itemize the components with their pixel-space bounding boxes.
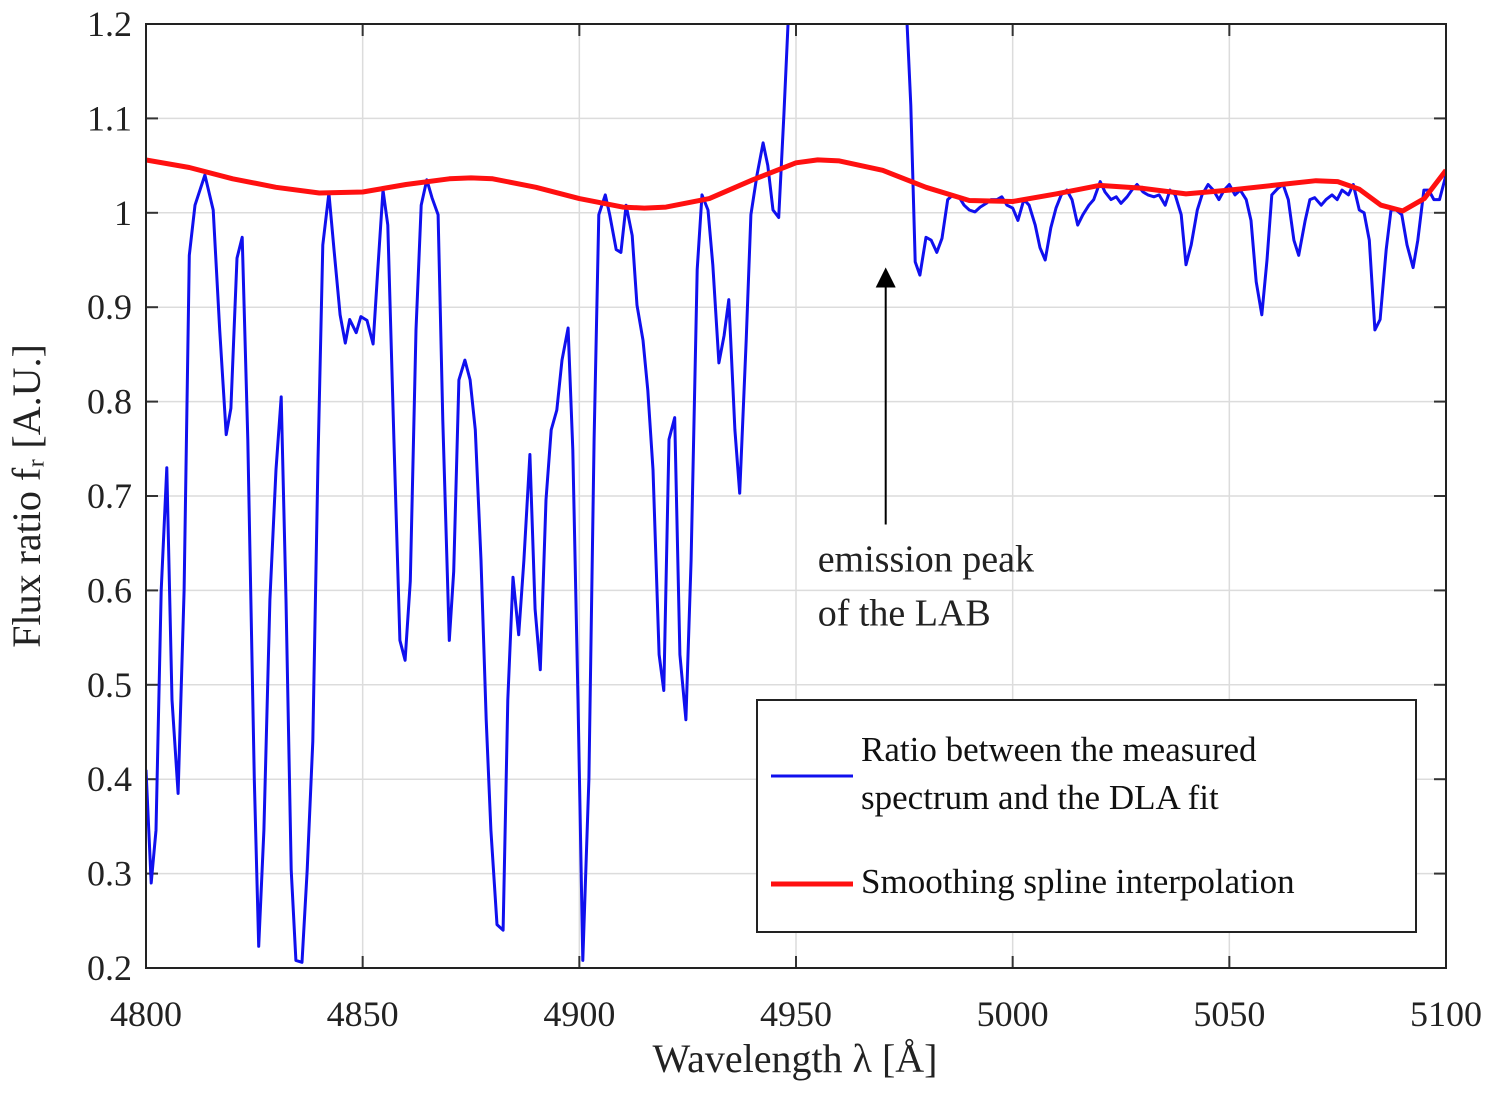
x-tick-label: 5100 (1410, 994, 1482, 1034)
annotation-text: of the LAB (818, 592, 991, 634)
y-tick-label: 0.8 (87, 382, 132, 422)
y-tick-label: 0.9 (87, 287, 132, 327)
x-tick-label: 4800 (110, 994, 182, 1034)
y-axis-label: Flux ratio fᵣ [A.U.] (4, 344, 49, 648)
x-tick-label: 5000 (977, 994, 1049, 1034)
y-tick-label: 0.2 (87, 948, 132, 988)
y-tick-label: 1.1 (87, 98, 132, 138)
y-tick-label: 0.3 (87, 854, 132, 894)
annotation-text: emission peak (818, 538, 1034, 580)
plot-frame (145, 23, 1447, 969)
data-line (146, 157, 1446, 214)
x-tick-label: 4950 (760, 994, 832, 1034)
plot-area (146, 24, 1446, 964)
y-tick-label: 0.4 (87, 759, 132, 799)
x-tick-label: 4900 (543, 994, 615, 1034)
y-tick-label: 1 (114, 193, 132, 233)
x-axis-label: Wavelength λ [Å] (653, 1036, 938, 1081)
legend-label: Smoothing spline interpolation (861, 862, 1295, 901)
x-tick-label: 4850 (327, 994, 399, 1034)
x-tick-label: 5050 (1193, 994, 1265, 1034)
y-tick-label: 1.2 (87, 4, 132, 44)
y-tick-label: 0.6 (87, 570, 132, 610)
data-line (146, 24, 1446, 964)
legend-box (756, 699, 1417, 933)
y-tick-label: 0.5 (87, 665, 132, 705)
legend-label: Ratio between the measured spectrum and … (861, 730, 1257, 817)
y-tick-label: 0.7 (87, 476, 132, 516)
